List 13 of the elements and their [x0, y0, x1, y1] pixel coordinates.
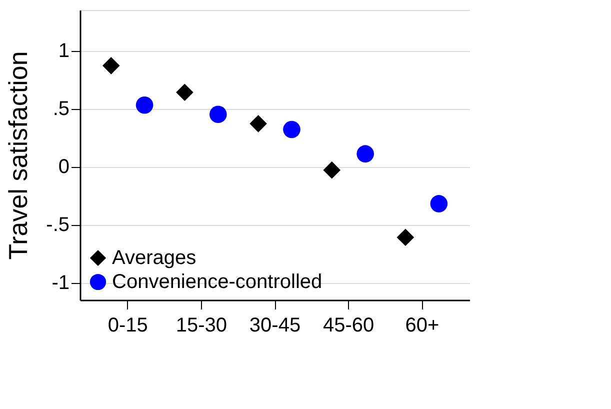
- y-tick-label: 0: [58, 156, 70, 178]
- x-tick-label: 60+: [405, 314, 440, 336]
- x-tick-label: 0-15: [108, 314, 148, 336]
- x-tick-label: 15-30: [176, 314, 227, 336]
- y-tick-label: -1: [52, 272, 70, 294]
- legend-label: Averages: [112, 247, 196, 269]
- y-tick-label: 1: [58, 40, 70, 62]
- y-tick-label: .5: [52, 98, 70, 120]
- y-tick-label: -.5: [46, 214, 70, 236]
- x-tick-label: 30-45: [249, 314, 301, 336]
- x-tick-label: 45-60: [323, 314, 374, 336]
- legend-label: Convenience-controlled: [112, 271, 322, 293]
- y-axis-title: Travel satisfaction: [3, 51, 34, 260]
